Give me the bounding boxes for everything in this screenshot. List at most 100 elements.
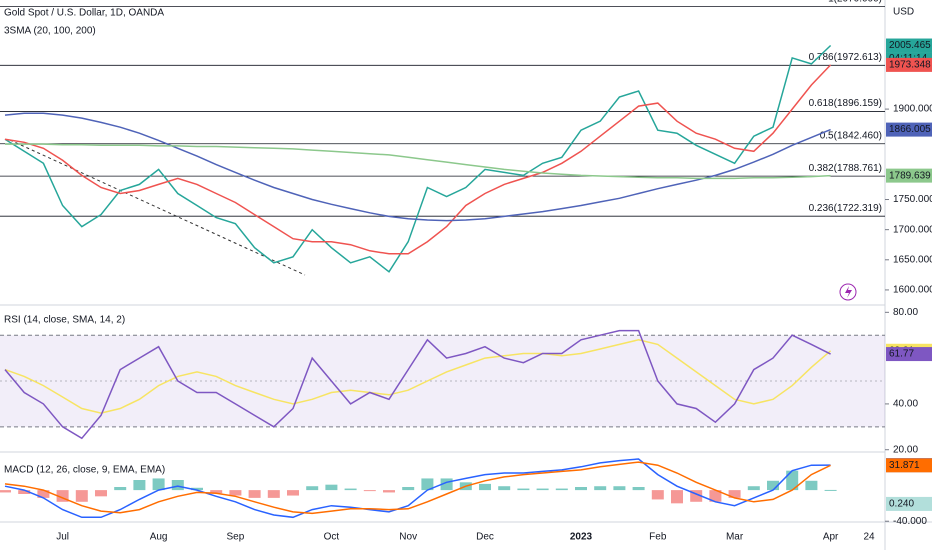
x-tick-label: Jul [56,532,69,543]
x-tick-label: Mar [726,532,744,543]
histogram-bar [229,490,242,496]
fib-label: 1(2070.000) [828,0,882,4]
histogram-bar [363,490,376,492]
value-tag-text: 0.240 [889,499,914,510]
histogram-bar [95,490,107,497]
fib-label: 0.236(1722.319) [809,203,882,214]
macd-title: MACD (12, 26, close, 9, EMA, EMA) [4,465,165,476]
series-line [4,461,831,515]
y-tick-label: 80.00 [893,307,918,318]
y-tick-label: -40.000 [893,516,927,527]
alert-bolt [845,286,852,298]
value-tag-text: 61.77 [889,349,914,360]
histogram-bar [191,487,203,491]
y-tick-label: 1650.000 [893,254,932,265]
value-tag [886,168,932,183]
histogram-bar [421,478,434,491]
indicator-title: 3SMA (20, 100, 200) [4,26,96,37]
x-tick-label: 2023 [570,532,593,543]
series-line [4,329,831,440]
series-line [4,458,831,519]
histogram-bar [767,480,779,491]
value-tag-text: 31.871 [889,460,920,471]
y-tick-label: 1900.000 [893,104,932,115]
currency: USD [893,7,914,18]
fib-label: 0.5(1842.460) [820,130,882,141]
histogram-bar [75,490,88,502]
histogram-bar [325,484,338,491]
y-tick-label: 1600.000 [893,285,932,296]
x-tick-label: Aug [150,532,168,543]
x-tick-label: Sep [227,532,245,543]
value-tag-text: 2005.465 [889,40,931,51]
fib-label: 0.786(1972.613) [809,52,882,63]
series-line [4,112,831,222]
fib-label: 0.382(1788.761) [809,163,882,174]
histogram-bar [37,490,50,498]
trend-line [9,139,306,276]
x-tick-label: Feb [649,532,667,543]
histogram-bar [440,478,453,491]
y-tick-label: 1700.000 [893,224,932,235]
value-tag [886,122,932,137]
value-tag [886,496,932,511]
histogram-bar [651,490,664,500]
value-tag [886,458,932,473]
value-tag-text: 1973.348 [889,60,931,71]
fib-label: 0.618(1896.159) [809,98,882,109]
alert-icon[interactable] [839,283,857,301]
histogram-bar [133,480,146,491]
chart-title: Gold Spot / U.S. Dollar, 1D, OANDA [4,8,164,19]
histogram-bar [690,490,703,502]
histogram-bar [824,489,837,491]
histogram-bar [306,486,319,491]
rsi-band [0,335,885,427]
histogram-bar [479,483,491,491]
histogram-bar [555,488,568,491]
histogram-bar [152,478,165,491]
histogram-bar [402,487,415,491]
histogram-bar [671,490,683,504]
histogram-bar [536,488,549,491]
histogram-bar [517,488,530,491]
histogram-bar [805,480,818,491]
value-tag [886,347,932,362]
x-tick-label: 24 [863,532,875,543]
histogram-bar [287,490,299,496]
series-line [4,44,832,273]
x-tick-label: Oct [324,532,340,543]
histogram-bar [0,490,11,493]
histogram-bar [498,486,511,491]
histogram-bar [383,490,395,493]
histogram-bar [344,488,357,491]
histogram-bar [114,487,127,491]
histogram-bar [575,487,587,491]
histogram-bar [56,490,69,502]
value-tag [886,38,932,53]
histogram-bar [747,486,760,491]
rsi-title: RSI (14, close, SMA, 14, 2) [4,315,125,326]
series-line [4,339,832,414]
x-tick-label: Dec [476,532,494,543]
histogram-bar [613,486,626,491]
series-line [5,143,831,180]
histogram-bar [709,490,722,502]
histogram-bar [728,490,741,498]
histogram-bar [632,487,645,491]
value-tag [886,57,932,72]
y-tick-label: 1750.000 [893,194,932,205]
histogram-bar [18,490,31,494]
series-line [4,64,832,255]
value-tag-text: 1866.005 [889,124,931,135]
y-tick-label: 40.00 [893,399,918,410]
x-tick-label: Apr [823,532,839,543]
histogram-bar [248,490,261,498]
histogram-bar [594,486,607,491]
y-tick-label: 20.00 [893,444,918,455]
histogram-bar [171,480,184,491]
histogram-bar [210,490,223,494]
x-tick-label: Nov [399,532,417,543]
value-tag-text: 1789.639 [889,170,931,181]
